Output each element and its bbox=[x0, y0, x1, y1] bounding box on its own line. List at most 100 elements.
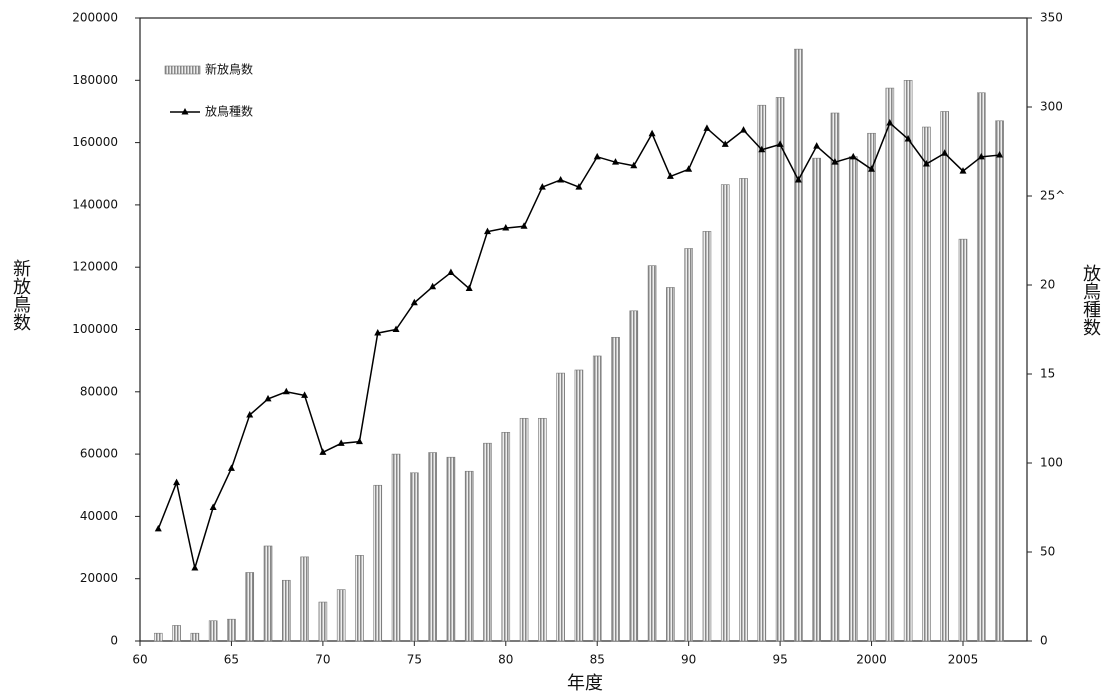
bar bbox=[720, 184, 730, 642]
line-marker bbox=[776, 140, 784, 147]
bar bbox=[830, 112, 840, 642]
y-tick-label: 120000 bbox=[72, 260, 118, 274]
line-marker bbox=[630, 161, 638, 169]
line-marker bbox=[703, 124, 711, 131]
bar bbox=[172, 625, 181, 642]
bar bbox=[336, 589, 346, 642]
y-tick-label: 20000 bbox=[80, 571, 118, 585]
y-axis-label-text: 新放鳥数 bbox=[10, 259, 31, 331]
line-marker bbox=[648, 129, 656, 137]
line-marker bbox=[740, 126, 748, 133]
x-tick-label: 2005 bbox=[948, 653, 979, 667]
line-marker bbox=[977, 152, 985, 160]
line-marker bbox=[355, 437, 363, 445]
line-marker bbox=[941, 149, 949, 156]
y-tick-label: 180000 bbox=[72, 73, 118, 87]
y-tick-label: 40000 bbox=[80, 509, 118, 523]
bar bbox=[282, 579, 291, 642]
y-tick-label: 80000 bbox=[80, 384, 118, 398]
line-marker bbox=[813, 142, 821, 149]
y-tick-label: 200000 bbox=[72, 11, 118, 25]
line-marker bbox=[758, 145, 766, 153]
x-tick-label: 80 bbox=[498, 653, 513, 667]
line-marker bbox=[575, 183, 583, 190]
bar bbox=[647, 265, 657, 642]
line-marker bbox=[301, 391, 309, 398]
line-marker bbox=[154, 524, 162, 532]
y-axis-label: 新放鳥数 bbox=[10, 259, 31, 331]
y2-tick-label: 15 bbox=[1040, 367, 1055, 381]
line-marker bbox=[282, 387, 290, 395]
line-marker bbox=[227, 464, 235, 471]
line-marker bbox=[685, 165, 693, 172]
line-marker bbox=[886, 119, 894, 126]
bar bbox=[812, 157, 821, 642]
bar bbox=[208, 620, 218, 642]
line-marker bbox=[721, 140, 729, 147]
bar bbox=[958, 238, 968, 642]
bar bbox=[867, 132, 876, 642]
bar bbox=[300, 556, 309, 642]
bar bbox=[976, 92, 986, 642]
bar bbox=[629, 310, 639, 642]
bar bbox=[519, 417, 529, 642]
legend-swatch bbox=[164, 65, 201, 75]
bar bbox=[702, 231, 712, 642]
y2-tick-label: 0 bbox=[1040, 634, 1048, 648]
legend-label: 新放鳥数 bbox=[205, 62, 253, 77]
y-tick-label: 60000 bbox=[80, 447, 118, 461]
y2-tick-label: 20 bbox=[1040, 278, 1055, 292]
line-marker bbox=[831, 158, 839, 165]
y2-axis-label-text: 放鳥種数 bbox=[1080, 264, 1101, 336]
bar bbox=[355, 555, 364, 642]
bar bbox=[574, 369, 584, 642]
line-marker bbox=[520, 222, 528, 229]
bar bbox=[775, 97, 785, 642]
line-marker bbox=[246, 410, 254, 418]
y2-axis-label: 放鳥種数 bbox=[1080, 264, 1101, 336]
line-marker bbox=[319, 448, 327, 455]
bar bbox=[391, 453, 401, 642]
y-tick-label: 100000 bbox=[72, 322, 118, 336]
line-marker bbox=[502, 224, 510, 231]
y-tick-label: 160000 bbox=[72, 135, 118, 149]
line-marker bbox=[904, 135, 912, 142]
line-marker bbox=[557, 175, 565, 183]
x-tick-label: 2000 bbox=[856, 653, 887, 667]
bar bbox=[373, 484, 383, 642]
bar bbox=[446, 456, 456, 642]
line-marker bbox=[666, 172, 674, 179]
bar bbox=[263, 545, 273, 642]
legend-marker bbox=[181, 108, 189, 115]
bar bbox=[227, 618, 236, 642]
bar bbox=[428, 452, 437, 642]
bar bbox=[995, 120, 1004, 642]
x-tick-label: 65 bbox=[224, 653, 239, 667]
line-marker bbox=[447, 268, 455, 276]
line-marker bbox=[173, 478, 181, 486]
line-marker bbox=[392, 325, 400, 332]
line-marker bbox=[191, 564, 199, 571]
bar bbox=[501, 431, 511, 642]
x-tick-label: 85 bbox=[590, 653, 605, 667]
bar bbox=[757, 104, 767, 642]
line-marker bbox=[429, 282, 437, 290]
x-tick-label: 75 bbox=[407, 653, 422, 667]
bar bbox=[483, 442, 492, 642]
bar bbox=[538, 417, 547, 642]
bar bbox=[885, 87, 895, 642]
line-marker bbox=[868, 165, 876, 172]
bar bbox=[410, 472, 419, 642]
bar bbox=[739, 178, 748, 642]
line-marker bbox=[209, 503, 217, 510]
legend-label: 放鳥種数 bbox=[205, 104, 253, 119]
line-marker bbox=[538, 183, 546, 190]
line-marker bbox=[337, 439, 345, 446]
bar bbox=[666, 287, 675, 642]
bar bbox=[153, 632, 163, 642]
bar bbox=[190, 632, 200, 642]
x-tick-label: 70 bbox=[315, 653, 330, 667]
bar bbox=[922, 126, 931, 642]
bar bbox=[903, 80, 913, 642]
